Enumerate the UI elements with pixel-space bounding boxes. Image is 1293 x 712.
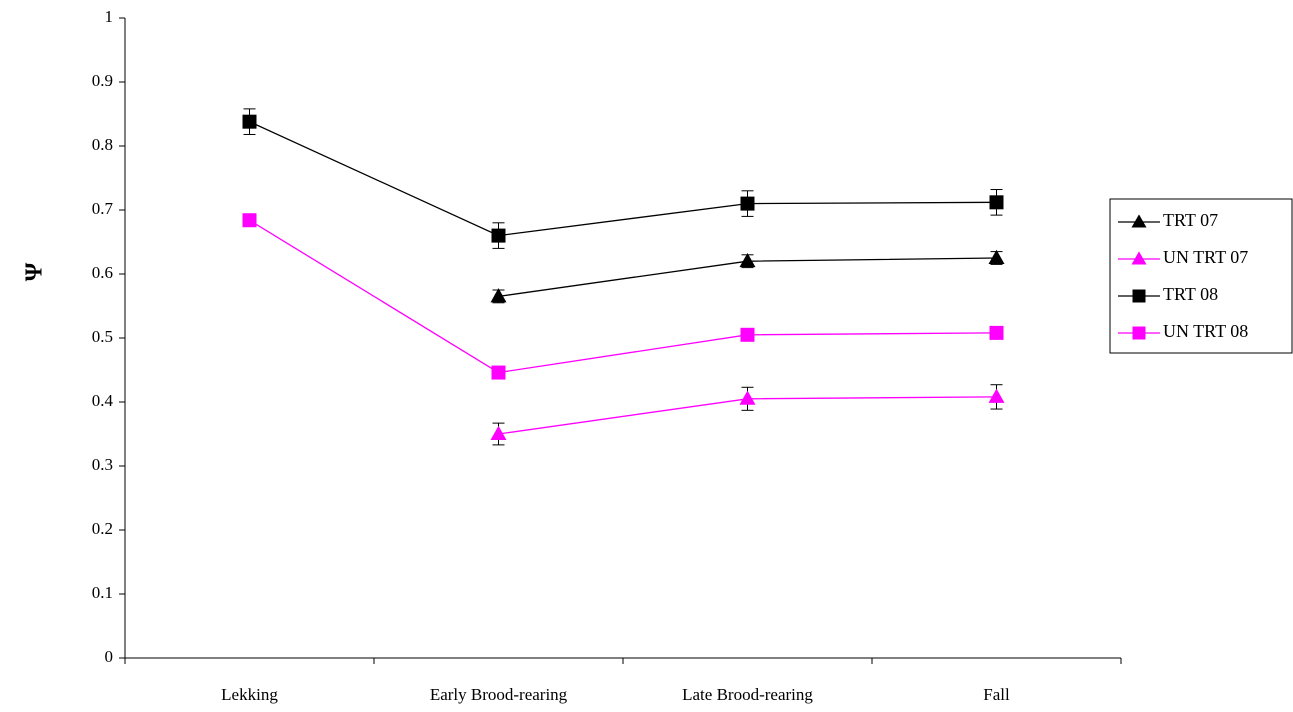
data-point-trt-07 <box>739 252 756 268</box>
y-tick-label: 0.7 <box>92 199 114 218</box>
series-un-trt-07 <box>490 384 1005 446</box>
legend-marker <box>1132 289 1146 303</box>
y-tick-label: 0.2 <box>92 519 113 538</box>
legend-marker <box>1131 251 1147 265</box>
legend-item: UN TRT 08 <box>1118 321 1248 341</box>
data-point-un-trt-07 <box>988 388 1005 403</box>
x-tick-label: Late Brood-rearing <box>682 685 813 704</box>
x-tick-label: Fall <box>983 685 1010 704</box>
series-trt-07 <box>490 249 1005 304</box>
data-point-trt-08 <box>242 114 257 129</box>
legend-label: UN TRT 08 <box>1163 321 1248 341</box>
data-point-un-trt-07 <box>490 425 507 440</box>
legend-label: UN TRT 07 <box>1163 247 1248 267</box>
x-tick-label: Lekking <box>221 685 278 704</box>
y-tick-label: 0.9 <box>92 71 113 90</box>
legend-label: TRT 08 <box>1163 284 1218 304</box>
data-point-trt-07 <box>988 249 1005 264</box>
data-point-un-trt-08 <box>242 213 257 228</box>
legend-item: TRT 08 <box>1118 284 1218 304</box>
axes: 0 0.1 0.2 0.3 0.4 0.5 0.6 0.7 0.8 0.9 1 Lekking Earl… <box>92 7 1122 704</box>
y-tick-label: 1 <box>105 7 114 26</box>
y-tick-label: 0.4 <box>92 391 114 410</box>
data-point-trt-07 <box>490 288 507 303</box>
y-tick-label: 0 <box>105 647 114 666</box>
series-trt-08 <box>242 108 1004 249</box>
data-point-trt-08 <box>740 196 755 211</box>
series-layer <box>242 108 1005 446</box>
data-point-trt-08 <box>491 228 506 243</box>
series-line-un-trt-08 <box>249 219 997 374</box>
data-point-un-trt-08 <box>989 325 1004 340</box>
legend-item: TRT 07 <box>1118 210 1218 230</box>
x-tick-label: Early Brood-rearing <box>430 685 568 704</box>
y-tick-label: 0.1 <box>92 583 113 602</box>
data-point-un-trt-08 <box>740 327 755 342</box>
legend-marker <box>1131 214 1147 228</box>
legend-marker <box>1132 326 1146 340</box>
y-tick-label: 0.3 <box>92 455 113 474</box>
legend-label: TRT 07 <box>1163 210 1218 230</box>
y-axis-label: Ψ <box>22 262 48 281</box>
legend-item: UN TRT 07 <box>1118 247 1248 267</box>
series-un-trt-08 <box>242 213 1004 380</box>
data-point-un-trt-08 <box>491 365 506 380</box>
y-tick-label: 0.6 <box>92 263 113 282</box>
data-point-un-trt-07 <box>739 390 756 405</box>
series-line-trt-08 <box>249 121 997 237</box>
legend: TRT 07 UN TRT 07 TRT 08 UN TRT 08 <box>1109 198 1293 354</box>
data-point-trt-08 <box>989 195 1004 210</box>
y-tick-label: 0.8 <box>92 135 113 154</box>
y-tick-label: 0.5 <box>92 327 113 346</box>
